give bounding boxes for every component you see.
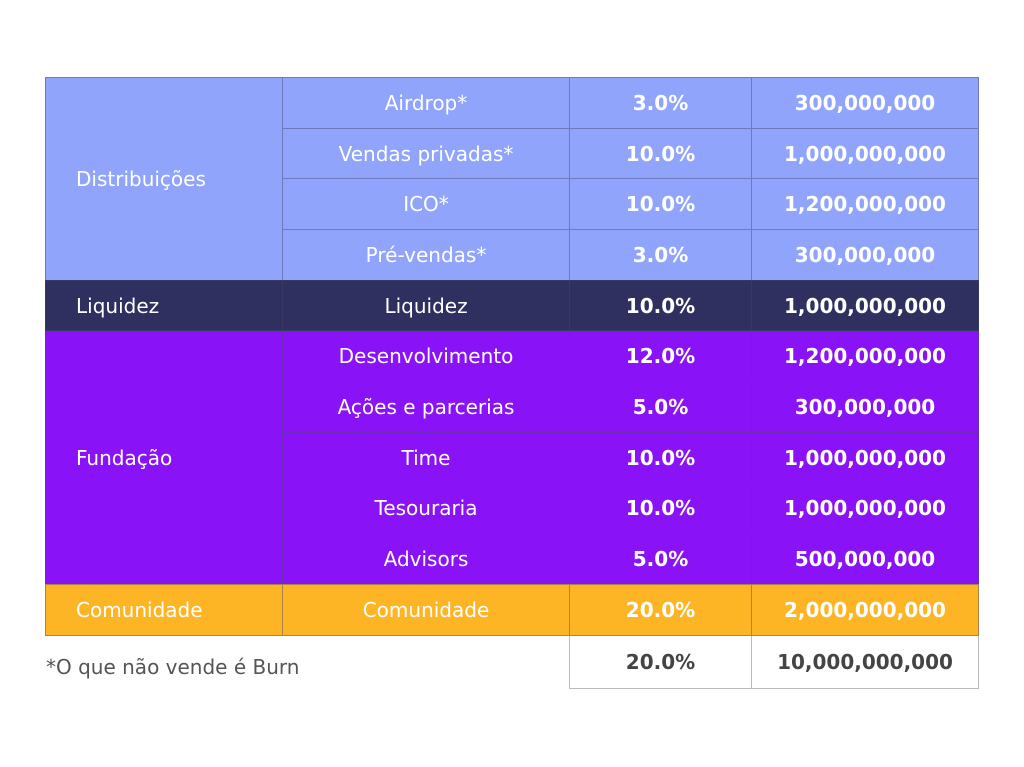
row-name: Pré-vendas* [282, 229, 570, 281]
row-amount: 1,000,000,000 [751, 482, 979, 535]
group-label: Liquidez [45, 279, 283, 332]
row-amount: 300,000,000 [751, 77, 979, 129]
row-name: Vendas privadas* [282, 127, 570, 180]
row-amount: 1,000,000,000 [751, 431, 979, 484]
total-percent: 20.0% [569, 635, 752, 689]
row-percent: 5.0% [569, 381, 752, 433]
group-label: Distribuições [45, 77, 283, 281]
row-percent: 3.0% [569, 77, 752, 129]
group-label: Comunidade [45, 584, 283, 636]
row-amount: 1,000,000,000 [751, 127, 979, 180]
row-name: Ações e parcerias [282, 381, 570, 433]
row-name: ICO* [282, 178, 570, 231]
row-amount: 300,000,000 [751, 229, 979, 281]
row-name: Comunidade [282, 584, 570, 636]
row-name: Airdrop* [282, 77, 570, 129]
row-name: Desenvolvimento [282, 330, 570, 383]
row-name: Advisors [282, 533, 570, 585]
footnote: *O que não vende é Burn [46, 655, 300, 679]
row-amount: 1,000,000,000 [751, 279, 979, 332]
row-percent: 10.0% [569, 431, 752, 484]
row-percent: 10.0% [569, 178, 752, 231]
row-amount: 1,200,000,000 [751, 178, 979, 231]
row-percent: 3.0% [569, 229, 752, 281]
row-percent: 20.0% [569, 584, 752, 636]
row-percent: 12.0% [569, 330, 752, 383]
row-amount: 1,200,000,000 [751, 330, 979, 383]
row-amount: 300,000,000 [751, 381, 979, 433]
row-name: Liquidez [282, 279, 570, 332]
row-name: Time [282, 431, 570, 484]
row-percent: 10.0% [569, 127, 752, 180]
row-percent: 5.0% [569, 533, 752, 585]
row-amount: 2,000,000,000 [751, 584, 979, 636]
row-amount: 500,000,000 [751, 533, 979, 585]
row-percent: 10.0% [569, 482, 752, 535]
row-percent: 10.0% [569, 279, 752, 332]
group-label: Fundação [45, 330, 283, 585]
total-amount: 10,000,000,000 [751, 635, 979, 689]
row-name: Tesouraria [282, 482, 570, 535]
